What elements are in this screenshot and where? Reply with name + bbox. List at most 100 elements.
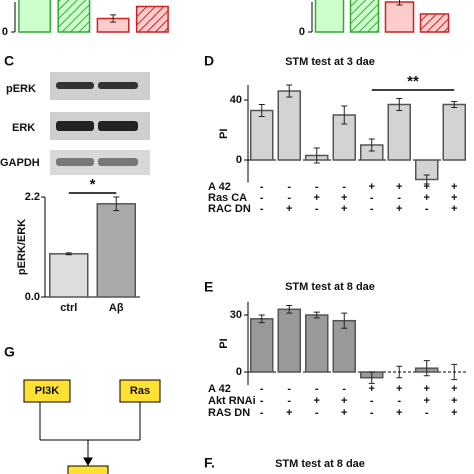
condition-sign: -	[315, 407, 319, 419]
diagram-node: Ras	[130, 385, 150, 397]
condition-sign: +	[424, 383, 430, 395]
condition-sign: -	[287, 181, 291, 193]
condition-sign: +	[369, 181, 375, 193]
chart-title: STM test at 3 dae	[285, 56, 375, 68]
condition-sign: +	[286, 203, 292, 215]
bar	[250, 318, 274, 373]
bar	[18, 0, 52, 33]
condition-sign: +	[424, 395, 430, 407]
condition-sign: +	[341, 395, 347, 407]
bar	[135, 5, 169, 33]
condition-sign: +	[451, 395, 457, 407]
error-bar	[258, 314, 265, 324]
error-bar	[368, 371, 375, 384]
y-axis-label: PI	[218, 129, 230, 139]
condition-sign: -	[342, 181, 346, 193]
significance: **	[407, 73, 419, 90]
blot-label: ERK	[12, 122, 35, 134]
condition-sign: -	[260, 383, 264, 395]
error-bar	[313, 311, 320, 319]
condition-sign: +	[451, 203, 457, 215]
condition-sign: -	[370, 192, 374, 204]
condition-sign: -	[287, 395, 291, 407]
condition-sign: -	[260, 203, 264, 215]
error-bar	[65, 252, 72, 256]
significance: *	[90, 176, 96, 193]
error-bar	[286, 305, 293, 314]
error-bar	[313, 147, 320, 164]
condition-sign: +	[396, 203, 402, 215]
bar	[96, 203, 136, 298]
condition-sign: +	[451, 407, 457, 419]
panel-title: STM test at 8 dae	[275, 458, 365, 470]
bar	[305, 314, 329, 373]
error-bar	[286, 84, 293, 98]
condition-sign: -	[370, 395, 374, 407]
bar	[57, 0, 91, 33]
error-bar	[341, 105, 348, 125]
condition-sign: +	[341, 203, 347, 215]
condition-sign: +	[314, 192, 320, 204]
blot-label: pERK	[6, 83, 36, 95]
y-tick-label: 2.2	[25, 191, 40, 203]
panel-letter: C	[4, 53, 14, 69]
condition-sign: -	[370, 407, 374, 419]
bar	[250, 109, 274, 161]
bar	[349, 0, 380, 33]
error-bar	[423, 360, 430, 377]
condition-sign: -	[315, 203, 319, 215]
chart-title: STM test at 8 dae	[285, 281, 375, 293]
x-tick-label: ctrl	[60, 302, 77, 314]
condition-sign: -	[315, 383, 319, 395]
y-axis-label: PI	[218, 338, 230, 348]
condition-label: RAS DN	[208, 407, 250, 419]
condition-sign: +	[396, 181, 402, 193]
bar	[387, 103, 411, 161]
y-tick-label: 0.0	[25, 291, 40, 303]
condition-sign: +	[424, 192, 430, 204]
panel-letter: D	[204, 53, 214, 69]
condition-sign: +	[396, 407, 402, 419]
condition-sign: +	[424, 181, 430, 193]
condition-sign: +	[396, 383, 402, 395]
error-bar	[341, 312, 348, 329]
panel-letter: F.	[204, 455, 215, 471]
bar	[442, 103, 466, 161]
pathway-diagram	[23, 379, 161, 474]
condition-label: A 42	[208, 383, 231, 395]
error-bar	[396, 365, 403, 379]
bar	[277, 90, 301, 161]
diagram-node: PI3K	[35, 385, 60, 397]
condition-sign: -	[287, 192, 291, 204]
condition-sign: -	[425, 407, 429, 419]
bar	[314, 0, 345, 33]
y-tick-label: 0	[2, 26, 8, 38]
y-tick-label: 0	[236, 154, 242, 166]
bar	[49, 253, 89, 298]
condition-sign: +	[451, 192, 457, 204]
condition-sign: +	[314, 395, 320, 407]
condition-sign: -	[260, 192, 264, 204]
error-bar	[451, 363, 458, 381]
condition-label: Ras CA	[208, 192, 247, 204]
western-blot	[50, 72, 150, 175]
condition-label: A 42	[208, 181, 231, 193]
condition-label: Akt RNAi	[208, 395, 256, 407]
condition-sign: -	[260, 407, 264, 419]
condition-sign: -	[425, 203, 429, 215]
y-tick-label: 0	[299, 26, 305, 38]
condition-sign: -	[260, 395, 264, 407]
error-bar	[451, 101, 458, 108]
error-bar	[423, 174, 430, 185]
error-bar	[396, 98, 403, 111]
condition-sign: +	[286, 407, 292, 419]
condition-sign: -	[287, 383, 291, 395]
error-bar	[113, 196, 120, 212]
condition-sign: -	[397, 395, 401, 407]
bar	[277, 308, 301, 373]
panel-letter: G	[4, 344, 15, 360]
error-bar	[258, 104, 265, 117]
x-tick-label: Aβ	[109, 302, 124, 314]
error-bar	[110, 14, 117, 23]
